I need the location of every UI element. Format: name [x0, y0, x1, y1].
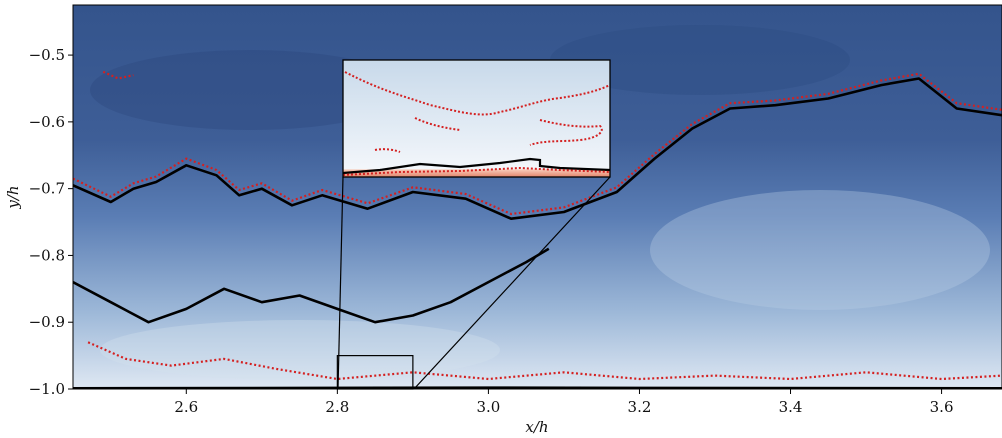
y-tick-label: −0.6 — [29, 113, 65, 131]
plot-frame — [72, 4, 1002, 390]
x-tick-label: 2.6 — [174, 398, 198, 416]
inset-dotted-contour — [529, 119, 603, 146]
field-patch — [550, 25, 850, 95]
inset — [342, 59, 611, 178]
inset-dotted-contour — [414, 117, 461, 131]
y-axis-title: y/h — [4, 185, 22, 209]
x-tick-label: 3.2 — [628, 398, 652, 416]
contour-layer — [73, 70, 1002, 389]
zoom-connector-right — [413, 176, 611, 390]
inset-dotted-contour — [344, 71, 610, 116]
solid-contour-2 — [73, 247, 550, 324]
y-tick-label: −0.5 — [29, 46, 65, 64]
solid-contour-0 — [73, 77, 1002, 220]
dotted-contour-1 — [73, 72, 1002, 216]
x-tick-label: 2.8 — [325, 398, 349, 416]
dotted-contour-4 — [102, 70, 134, 80]
x-tick-label: 3.0 — [476, 398, 500, 416]
inset-background — [343, 60, 610, 177]
y-tick-label: −0.7 — [29, 180, 65, 198]
y-axis: −0.5 −0.6 −0.7 −0.8 −0.9 −1.0 — [29, 46, 73, 398]
inset-dotted-contour — [343, 166, 610, 176]
inset-frame — [342, 59, 611, 178]
x-axis-title: x/h — [525, 418, 548, 436]
x-tick-label: 3.6 — [930, 398, 954, 416]
y-tick-label: −0.9 — [29, 313, 65, 331]
field-patch — [650, 190, 990, 310]
y-tick-label: −1.0 — [29, 380, 65, 398]
y-tick-label: −0.8 — [29, 246, 65, 264]
x-tick-label: 3.4 — [779, 398, 803, 416]
x-axis: 2.6 2.8 3.0 3.2 3.4 3.6 — [174, 389, 954, 416]
solid-contour-5 — [73, 386, 1002, 389]
zoom-connector-left — [337, 176, 344, 390]
inset-solid-contour — [343, 157, 610, 175]
field-patch — [100, 320, 500, 380]
dotted-contour-3 — [87, 341, 1002, 381]
field-patch — [90, 50, 410, 130]
